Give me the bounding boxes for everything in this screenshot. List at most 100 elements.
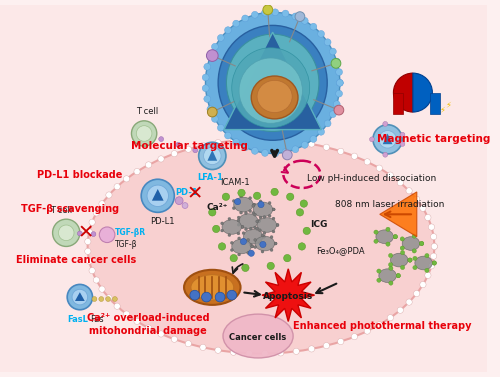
Circle shape [230,254,237,262]
Circle shape [244,228,248,231]
Ellipse shape [232,48,310,128]
Circle shape [324,39,331,46]
Circle shape [176,142,180,147]
Circle shape [324,144,330,150]
Circle shape [190,290,200,300]
Circle shape [400,251,404,255]
Circle shape [336,69,342,75]
Circle shape [408,258,412,262]
Circle shape [200,143,206,149]
Circle shape [263,231,266,234]
Circle shape [114,184,120,190]
Circle shape [284,254,291,262]
Circle shape [146,162,152,168]
Circle shape [234,199,240,205]
Circle shape [303,227,310,234]
FancyBboxPatch shape [430,93,440,114]
Circle shape [185,146,192,152]
Circle shape [218,124,224,131]
Circle shape [302,17,308,24]
Circle shape [274,242,277,245]
Circle shape [377,278,381,282]
Text: ICG: ICG [310,219,327,228]
Polygon shape [382,133,392,144]
Circle shape [272,9,278,16]
Circle shape [262,235,266,238]
Circle shape [230,248,234,251]
Circle shape [276,224,279,227]
Circle shape [276,224,279,227]
Circle shape [270,248,273,251]
Circle shape [254,213,256,216]
Wedge shape [394,73,413,112]
Circle shape [270,236,273,239]
Circle shape [425,253,429,258]
Circle shape [193,148,198,153]
Polygon shape [75,292,85,301]
Circle shape [432,261,436,265]
Circle shape [262,9,268,16]
Circle shape [292,146,299,153]
Circle shape [232,139,239,146]
Circle shape [393,234,398,239]
Circle shape [256,220,258,223]
Circle shape [268,215,271,218]
Circle shape [330,111,336,118]
Circle shape [259,200,262,203]
Text: ICAM-1: ICAM-1 [220,178,250,187]
Circle shape [318,31,324,37]
Circle shape [106,295,112,301]
Circle shape [84,248,91,254]
Circle shape [124,176,130,182]
Ellipse shape [232,239,251,254]
Circle shape [420,241,424,246]
Circle shape [220,229,224,232]
Circle shape [331,58,341,68]
Text: Magnetic targeting: Magnetic targeting [376,134,490,144]
Circle shape [262,150,268,156]
Ellipse shape [191,275,234,300]
Circle shape [352,334,358,340]
Circle shape [94,277,100,283]
Circle shape [252,211,254,215]
Circle shape [158,331,164,337]
Circle shape [387,315,394,321]
Circle shape [99,201,105,207]
Circle shape [261,250,264,253]
Circle shape [298,243,306,250]
Circle shape [420,205,426,211]
Circle shape [237,216,240,219]
Circle shape [377,269,381,273]
Circle shape [376,322,382,328]
Circle shape [134,318,140,325]
Circle shape [400,265,404,270]
Circle shape [286,193,294,201]
Circle shape [204,95,210,102]
Circle shape [230,138,236,144]
Circle shape [237,223,240,226]
Circle shape [228,234,231,236]
Text: Apoptosis: Apoptosis [263,291,314,300]
Circle shape [254,239,256,241]
Circle shape [147,185,169,207]
Circle shape [206,50,218,61]
Circle shape [278,137,284,143]
Circle shape [202,292,211,302]
Circle shape [256,227,258,230]
Circle shape [171,150,177,157]
Circle shape [272,230,275,233]
Circle shape [271,188,278,196]
Ellipse shape [88,139,434,354]
Circle shape [94,210,100,216]
Circle shape [132,121,157,146]
Circle shape [232,207,235,210]
Text: ✕: ✕ [78,223,94,242]
Circle shape [222,193,230,201]
Circle shape [237,232,240,235]
Circle shape [136,126,152,141]
Ellipse shape [206,12,340,153]
Circle shape [318,129,324,135]
Circle shape [114,303,120,309]
Circle shape [158,136,164,141]
Circle shape [268,201,271,204]
